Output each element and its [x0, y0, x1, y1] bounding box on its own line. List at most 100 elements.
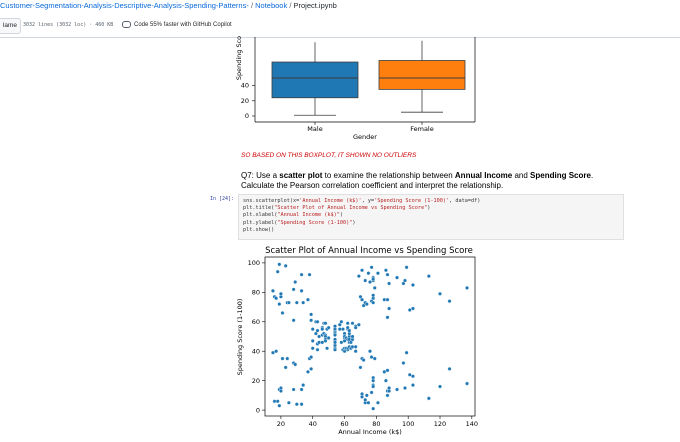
- scatter-point: [371, 293, 376, 298]
- copilot-promo[interactable]: Code 55% faster with GitHub Copilot: [122, 19, 232, 31]
- scatter-point: [280, 356, 285, 361]
- scatter-point: [385, 393, 390, 398]
- boxplot-y-tick-label: 0: [245, 112, 249, 120]
- copilot-label: Code 55% faster with GitHub Copilot: [134, 22, 232, 28]
- scatter-point: [286, 300, 291, 305]
- scatter-point: [291, 387, 296, 392]
- scatter-point: [426, 274, 431, 279]
- scatter-point: [407, 372, 412, 377]
- scatter-point: [310, 346, 315, 351]
- boxplot-y-label: Spending Sco: [235, 36, 243, 80]
- scatter-point: [274, 349, 279, 354]
- scatter-x-tick-label: 100: [402, 420, 414, 428]
- scatter-y-tick-label: 20: [252, 377, 260, 385]
- scatter-point: [360, 268, 365, 273]
- scatter-point: [307, 272, 312, 277]
- scatter-point: [360, 297, 365, 302]
- scatter-point: [299, 402, 304, 407]
- scatter-point: [291, 287, 296, 292]
- scatter-point: [305, 297, 310, 302]
- scatter-point: [385, 315, 390, 320]
- file-toolbar: lame 3032 lines (3032 loc) · 460 KB Code…: [0, 15, 680, 38]
- question-text: . Calculate the Pearson correlation coef…: [241, 171, 594, 190]
- scatter-point: [358, 365, 363, 370]
- scatter-point: [309, 318, 314, 323]
- code-token: plt.xlabel(: [243, 212, 278, 219]
- code-string: "Annual Income (k$)": [277, 212, 340, 219]
- scatter-point: [385, 297, 390, 302]
- blame-button[interactable]: lame: [0, 18, 21, 34]
- scatter-point: [310, 338, 315, 343]
- scatter-point: [361, 358, 366, 363]
- scatter-point: [326, 325, 331, 330]
- code-string: "Scatter Plot of Annual Income vs Spendi…: [274, 205, 428, 212]
- scatter-point: [371, 378, 376, 383]
- boxplot-x-tick-label: Female: [410, 125, 434, 133]
- scatter-point: [339, 340, 344, 345]
- scatter-point: [364, 393, 369, 398]
- scatter-point: [286, 400, 291, 405]
- breadcrumb-current-file: Project.ipynb: [293, 1, 337, 10]
- code-string: "Spending Score (1-100)": [277, 219, 353, 226]
- scatter-x-label: Annual Income (k$): [338, 428, 402, 436]
- scatter-point: [320, 327, 325, 332]
- scatter-point: [356, 274, 361, 279]
- scatter-y-label: Spending Score (1-100): [236, 299, 244, 376]
- question-bold: scatter plot: [279, 171, 323, 180]
- scatter-point: [280, 310, 285, 315]
- code-token: plt.ylabel(: [243, 219, 278, 226]
- scatter-point: [347, 328, 352, 333]
- scatter-point: [291, 318, 296, 323]
- file-info: 3032 lines (3032 loc) · 460 KB: [23, 22, 114, 28]
- markdown-note: SO BASED ON THIS BOXPLOT, IT SHOWN NO OU…: [241, 152, 417, 159]
- breadcrumb-folder-link[interactable]: Notebook: [255, 1, 288, 10]
- scatter-point: [410, 374, 415, 379]
- boxplot-y-tick-label: 40: [241, 82, 249, 90]
- boxplot-box-male: [271, 61, 359, 99]
- scatter-point: [364, 302, 369, 307]
- code-line: plt.ylabel("Spending Score (1-100)"): [243, 220, 619, 227]
- code-cell[interactable]: sns.scatterplot(x='Annual Income (k$)', …: [238, 194, 624, 240]
- scatter-point: [277, 403, 282, 408]
- scatter-point: [395, 387, 400, 392]
- scatter-point: [283, 365, 288, 370]
- scatter-point: [387, 306, 392, 311]
- scatter-point: [387, 386, 392, 391]
- scatter-point: [363, 397, 368, 402]
- scatter-point: [410, 306, 415, 311]
- scatter-x-tick-label: 140: [466, 420, 478, 428]
- scatter-point: [315, 347, 320, 352]
- scatter-y-tick-label: 40: [252, 347, 260, 355]
- copilot-icon: [122, 20, 131, 28]
- question-bold: Spending Score: [530, 171, 591, 180]
- scatter-point: [383, 378, 388, 383]
- code-string: 'Spending Score (1-100)': [374, 198, 450, 204]
- cell-prompt: In [24]:: [210, 196, 235, 202]
- scatter-point: [315, 328, 320, 333]
- breadcrumb-separator: /: [287, 1, 294, 10]
- scatter-point: [294, 300, 299, 305]
- scatter-point: [356, 322, 361, 327]
- code-token: plt.show(): [243, 226, 275, 233]
- scatter-point: [353, 344, 358, 349]
- scatter-point: [438, 291, 443, 296]
- scatter-point: [293, 280, 298, 285]
- scatter-point: [333, 324, 338, 329]
- scatter-point: [340, 327, 345, 332]
- scatter-point: [404, 265, 409, 270]
- scatter-point: [410, 282, 415, 287]
- scatter-point: [277, 302, 282, 307]
- code-token: , y=: [361, 198, 375, 204]
- breadcrumb-repo-link[interactable]: Customer-Segmentation-Analysis-Descripti…: [0, 1, 249, 10]
- code-token: , data=df): [449, 198, 481, 204]
- scatter-point: [371, 300, 376, 305]
- scatter-point: [299, 272, 304, 277]
- markdown-question: Q7: Use a scatter plot to examine the re…: [241, 171, 621, 190]
- boxplot-x-tick-label: Male: [307, 125, 322, 133]
- scatter-point: [326, 335, 331, 340]
- scatter-point: [274, 296, 279, 301]
- scatter-point: [270, 350, 275, 355]
- scatter-point: [465, 381, 470, 386]
- code-line: plt.show(): [243, 227, 619, 234]
